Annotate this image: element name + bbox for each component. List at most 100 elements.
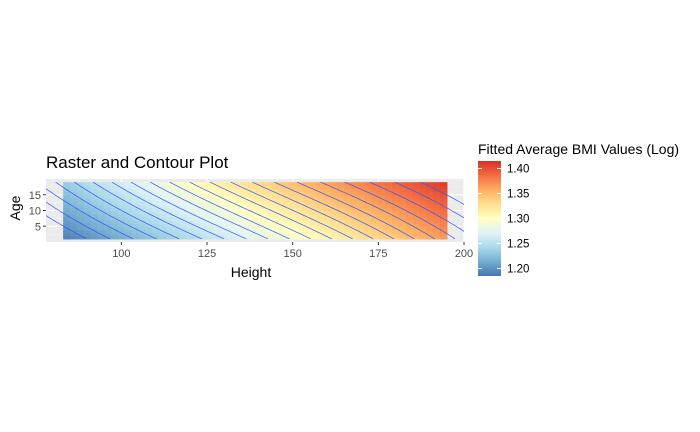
raster-cell: [241, 197, 249, 202]
raster-cell: [69, 223, 78, 227]
raster-cell: [76, 194, 85, 199]
raster-cell: [337, 194, 345, 199]
raster-cell: [220, 194, 229, 199]
raster-cell: [90, 182, 98, 186]
raster-cell: [364, 194, 373, 199]
raster-cell: [117, 191, 126, 196]
raster-cell: [261, 232, 270, 237]
raster-cell: [131, 213, 140, 218]
raster-cell: [193, 194, 201, 199]
y-tick-label: 5: [35, 221, 41, 233]
raster-cell: [426, 191, 434, 196]
raster-cell: [392, 194, 400, 199]
raster-cell: [268, 194, 277, 199]
raster-cell: [344, 229, 352, 234]
raster-cell: [124, 191, 133, 196]
raster-cell: [76, 216, 85, 221]
raster-cell: [419, 188, 427, 193]
raster-cell: [104, 216, 112, 221]
raster-cell: [138, 188, 146, 193]
raster-cell: [193, 216, 201, 221]
raster-cell: [282, 201, 290, 205]
raster-cell: [323, 185, 331, 190]
raster-cell: [227, 229, 236, 234]
raster-cell: [261, 207, 270, 212]
raster-cell: [412, 185, 421, 190]
raster-cell: [172, 207, 181, 212]
raster-cell: [76, 219, 85, 224]
raster-cell: [337, 229, 345, 234]
raster-cell: [172, 213, 181, 218]
raster-cell: [111, 188, 119, 193]
raster-cell: [371, 213, 379, 218]
raster-cell: [282, 207, 290, 212]
raster-cell: [193, 213, 201, 218]
raster-cell: [337, 204, 345, 208]
contour-line: [296, 181, 415, 240]
raster-cell: [220, 188, 229, 193]
raster-cell: [213, 194, 222, 199]
raster-cell: [433, 188, 441, 193]
raster-cell: [371, 191, 379, 196]
raster-cell: [316, 188, 325, 193]
raster-cell: [296, 197, 304, 202]
raster-cell: [227, 216, 236, 221]
raster-cell: [261, 191, 270, 196]
raster-cell: [193, 232, 201, 237]
contour-line: [189, 181, 311, 240]
raster-cell: [357, 207, 366, 212]
raster-cell: [165, 213, 174, 218]
raster-cell: [220, 191, 229, 196]
raster-cell: [104, 197, 112, 202]
raster-cell: [104, 232, 112, 237]
raster-cell: [412, 194, 421, 199]
raster-cell: [207, 204, 215, 208]
raster-cell: [316, 191, 325, 196]
raster-cell: [357, 213, 366, 218]
raster-cell: [344, 188, 352, 193]
raster-cell: [255, 188, 263, 193]
raster-cell: [124, 235, 133, 240]
raster-cell: [159, 235, 167, 240]
raster-cell: [433, 216, 441, 221]
raster-cell: [159, 204, 167, 208]
raster-cell: [255, 201, 263, 205]
raster-cell: [90, 191, 98, 196]
raster-cell: [316, 232, 325, 237]
raster-cell: [111, 194, 119, 199]
raster-cell: [350, 194, 359, 199]
raster-cell: [419, 223, 427, 227]
raster-cell: [309, 223, 318, 227]
raster-cell: [364, 232, 373, 237]
raster-cell: [83, 191, 92, 196]
raster-cell: [296, 185, 304, 190]
raster-cell: [83, 194, 92, 199]
raster-cell: [412, 201, 421, 205]
raster-cell: [275, 219, 284, 224]
raster-cell: [282, 213, 290, 218]
raster-cell: [440, 223, 448, 227]
raster-cell: [268, 197, 277, 202]
raster-cell: [385, 232, 393, 237]
raster-cell: [268, 191, 277, 196]
raster-cell: [412, 197, 421, 202]
raster-cell: [350, 223, 359, 227]
raster-cell: [117, 194, 126, 199]
raster-cell: [350, 232, 359, 237]
raster-cell: [104, 188, 112, 193]
raster-cell: [131, 185, 140, 190]
raster-cell: [131, 182, 140, 186]
raster-cell: [131, 210, 140, 215]
raster-cell: [433, 182, 441, 186]
raster-cell: [302, 226, 311, 230]
raster-cell: [207, 216, 215, 221]
raster-cell: [248, 213, 256, 218]
raster-cell: [227, 226, 236, 230]
raster-cell: [159, 216, 167, 221]
raster-cell: [378, 185, 386, 190]
raster-cell: [398, 235, 407, 240]
raster-cell: [405, 197, 414, 202]
raster-cell: [302, 204, 311, 208]
raster-cell: [405, 216, 414, 221]
raster-cell: [145, 229, 153, 234]
